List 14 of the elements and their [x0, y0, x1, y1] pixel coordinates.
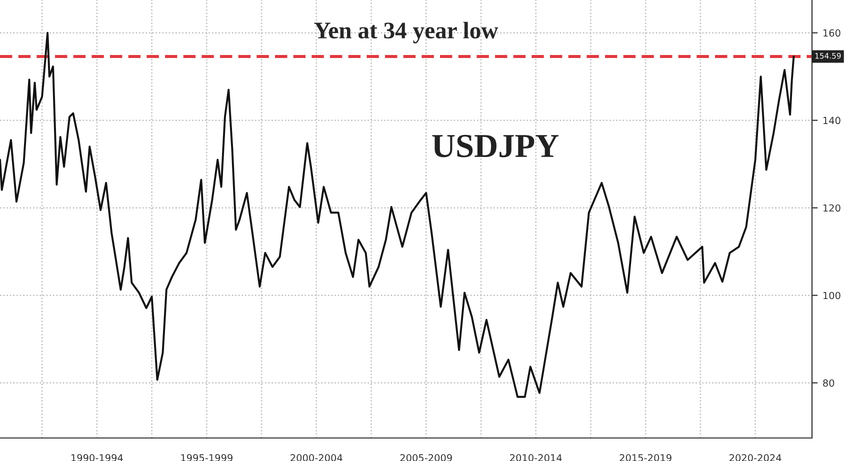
annotation: USDJPY [432, 134, 559, 158]
y-tick-label: 120 [823, 204, 840, 212]
x-tick-label: 2010-2014 [510, 454, 562, 461]
y-tick-label: 160 [823, 29, 840, 37]
y-tick-label: 80 [823, 379, 834, 387]
x-tick-label: 1990-1994 [72, 454, 123, 461]
x-tick-label: 2020-2024 [730, 454, 782, 461]
x-tick-label: 2015-2019 [620, 454, 672, 461]
y-tick-label: 100 [823, 292, 840, 300]
x-tick-label: 2005-2009 [400, 454, 452, 461]
y-tick-label: 140 [823, 116, 840, 124]
x-tick-label: 1995-1999 [181, 454, 232, 461]
ref-line-label: Yen at 34 year low [314, 22, 498, 44]
x-tick-label: 2000-2004 [290, 454, 342, 461]
